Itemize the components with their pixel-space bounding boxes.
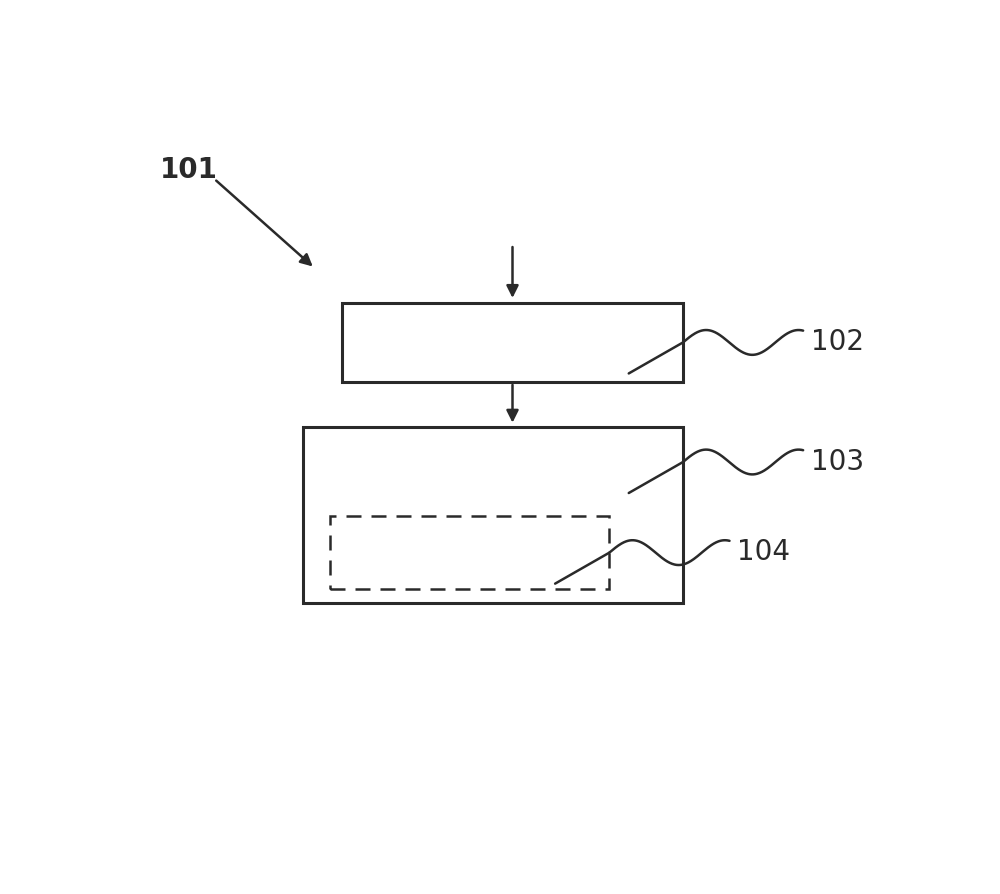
Text: 104: 104 bbox=[737, 537, 790, 566]
Bar bbox=[303, 427, 683, 603]
Bar bbox=[342, 303, 683, 383]
Text: 103: 103 bbox=[811, 447, 864, 475]
Text: 102: 102 bbox=[811, 328, 864, 356]
Text: 101: 101 bbox=[160, 156, 218, 183]
Bar bbox=[330, 517, 609, 589]
